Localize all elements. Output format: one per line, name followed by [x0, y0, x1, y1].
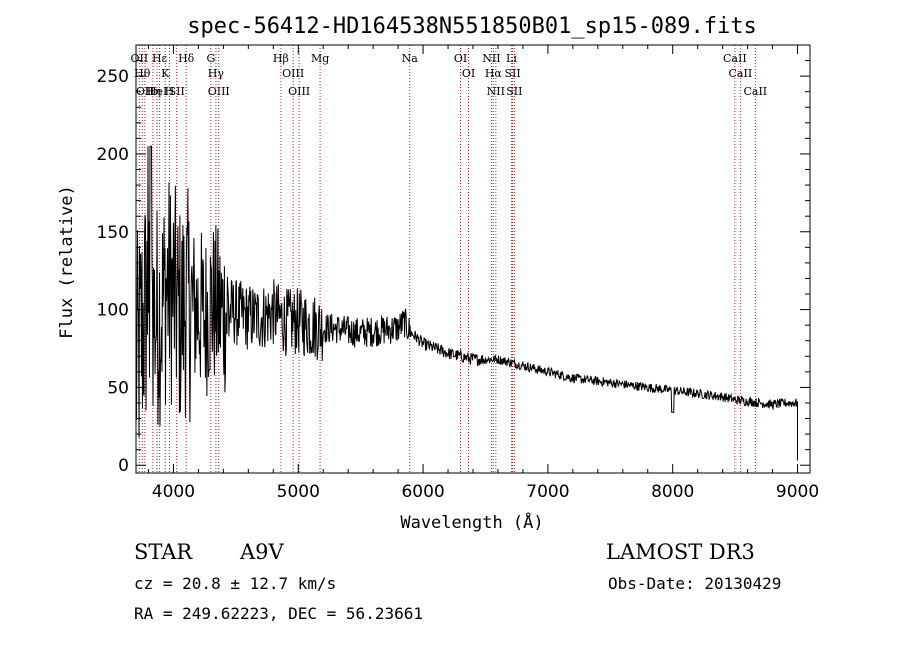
- plot-frame: [135, 44, 811, 474]
- line-markers: [138, 45, 756, 473]
- coordinates: RA = 249.62223, DEC = 56.23661: [134, 604, 423, 623]
- y-axis-label: Flux (relative): [57, 185, 77, 339]
- y-tick-label: 150: [97, 223, 129, 243]
- marker-label: Hγ: [208, 67, 225, 80]
- y-tick-label: 50: [107, 378, 129, 398]
- x-axis-label: Wavelength (Å): [400, 511, 543, 533]
- marker-label: K: [161, 67, 170, 80]
- marker-label: OIII: [288, 85, 310, 98]
- marker-label: SII: [504, 67, 520, 80]
- y-tick-label: 200: [97, 145, 129, 165]
- marker-label: CaII: [723, 52, 747, 65]
- y-tick-label: 0: [118, 456, 129, 476]
- axis-ticks: 4000 5000 6000 7000 8000 9000 0 50 100 150 200 250: [97, 45, 819, 502]
- marker-label: Hε: [152, 52, 168, 65]
- object-subclass: A9V: [240, 540, 284, 564]
- marker-label: Na: [402, 52, 419, 65]
- x-tick-label: 6000: [401, 482, 444, 502]
- marker-label: HeI: [147, 85, 167, 98]
- marker-label: OI: [462, 67, 475, 80]
- marker-label: OI: [454, 52, 467, 65]
- marker-label: OIII: [208, 85, 230, 98]
- marker-label: OII: [136, 85, 154, 98]
- marker-label: OIII: [282, 67, 304, 80]
- x-tick-label: 7000: [526, 482, 569, 502]
- marker-label: OII: [131, 52, 149, 65]
- y-tick-label: 100: [97, 301, 129, 321]
- x-tick-label: 9000: [776, 482, 819, 502]
- marker-label: Li: [506, 52, 517, 65]
- marker-label: SII: [169, 85, 185, 98]
- marker-label: G: [206, 52, 215, 65]
- object-class: STAR: [134, 540, 193, 564]
- obs-date: Obs-Date: 20130429: [608, 574, 782, 593]
- x-tick-label: 8000: [651, 482, 694, 502]
- chart-title: spec-56412-HD164538N551850B01_sp15-089.f…: [187, 14, 757, 39]
- marker-label: Hθ: [134, 67, 151, 80]
- y-tick-label: 250: [97, 67, 129, 87]
- redshift-info: cz = 20.8 ± 12.7 km/s: [134, 574, 337, 593]
- marker-label: NII: [482, 52, 500, 65]
- marker-label: Hα: [485, 67, 503, 80]
- marker-label: NII: [487, 85, 505, 98]
- marker-label: Hδ: [178, 52, 195, 65]
- x-tick-label: 5000: [277, 482, 320, 502]
- marker-label: SII: [506, 85, 522, 98]
- marker-label: H: [165, 85, 175, 98]
- marker-label: Mg: [311, 52, 329, 65]
- marker-label: CaII: [743, 85, 767, 98]
- spectrum-series: [135, 145, 798, 461]
- survey-name: LAMOST DR3: [606, 540, 755, 564]
- x-tick-label: 4000: [152, 482, 195, 502]
- marker-label: Hη: [145, 85, 161, 98]
- marker-label: Hβ: [273, 52, 289, 65]
- marker-label: CaII: [729, 67, 753, 80]
